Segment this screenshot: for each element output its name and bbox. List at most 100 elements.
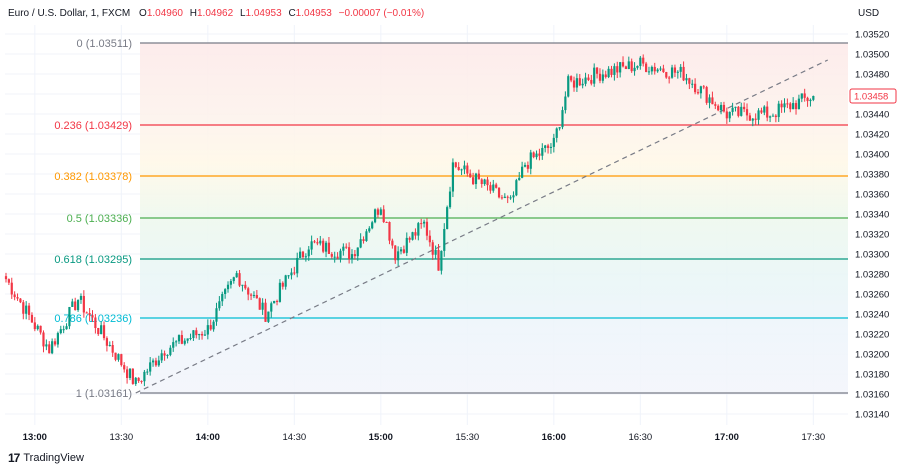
candle-body[interactable]	[120, 354, 123, 366]
candle-body[interactable]	[261, 302, 264, 310]
candle-body[interactable]	[79, 295, 83, 300]
candle-body[interactable]	[126, 369, 129, 378]
candle-body[interactable]	[394, 245, 397, 261]
candle-body[interactable]	[356, 247, 359, 257]
candle-body[interactable]	[48, 344, 51, 354]
candle-body[interactable]	[463, 165, 466, 170]
candle-body[interactable]	[255, 295, 258, 299]
candle-body[interactable]	[206, 325, 209, 335]
candle-body[interactable]	[232, 277, 235, 282]
candle-body[interactable]	[4, 276, 8, 280]
candle-body[interactable]	[696, 92, 700, 94]
candle-body[interactable]	[249, 294, 253, 296]
candle-body[interactable]	[731, 107, 734, 112]
candle-body[interactable]	[238, 273, 241, 286]
candle-body[interactable]	[376, 209, 380, 215]
candle-body[interactable]	[224, 289, 227, 295]
candle-body[interactable]	[226, 284, 230, 290]
candle-body[interactable]	[301, 251, 305, 258]
candle-body[interactable]	[186, 338, 189, 341]
candle-body[interactable]	[691, 83, 694, 85]
candle-body[interactable]	[745, 109, 749, 116]
candle-body[interactable]	[405, 237, 408, 253]
candle-body[interactable]	[137, 377, 140, 381]
candle-body[interactable]	[474, 173, 478, 185]
candle-body[interactable]	[552, 137, 555, 147]
candle-body[interactable]	[192, 330, 195, 338]
candle-body[interactable]	[584, 77, 587, 84]
candle-body[interactable]	[757, 110, 760, 120]
candle-body[interactable]	[149, 362, 152, 372]
candle-body[interactable]	[200, 333, 204, 336]
candle-body[interactable]	[518, 177, 521, 181]
candle-body[interactable]	[497, 187, 501, 198]
candle-body[interactable]	[503, 196, 506, 199]
candle-body[interactable]	[157, 360, 160, 366]
candle-body[interactable]	[538, 153, 541, 156]
candle-body[interactable]	[19, 298, 22, 303]
candle-body[interactable]	[512, 195, 515, 198]
candle-body[interactable]	[128, 368, 132, 378]
candle-body[interactable]	[673, 67, 677, 73]
candle-body[interactable]	[598, 73, 602, 81]
candle-body[interactable]	[705, 87, 708, 103]
candle-body[interactable]	[451, 162, 455, 192]
candle-body[interactable]	[771, 115, 775, 117]
candle-body[interactable]	[293, 272, 296, 274]
candle-body[interactable]	[154, 360, 158, 366]
candle-body[interactable]	[495, 184, 498, 188]
candle-body[interactable]	[22, 302, 25, 314]
candle-body[interactable]	[183, 340, 186, 344]
candle-body[interactable]	[353, 254, 356, 257]
candle-body[interactable]	[789, 103, 792, 110]
candle-body[interactable]	[290, 272, 293, 276]
candle-body[interactable]	[708, 97, 711, 103]
candle-body[interactable]	[313, 241, 316, 243]
candle-body[interactable]	[385, 221, 388, 223]
candle-body[interactable]	[624, 66, 628, 70]
candle-body[interactable]	[688, 78, 691, 84]
candle-body[interactable]	[85, 312, 88, 314]
candle-body[interactable]	[333, 256, 336, 258]
candle-body[interactable]	[766, 106, 769, 118]
candle-body[interactable]	[304, 256, 307, 258]
candle-body[interactable]	[399, 249, 403, 252]
candle-body[interactable]	[177, 335, 181, 342]
candle-body[interactable]	[685, 78, 688, 81]
candle-body[interactable]	[379, 209, 382, 215]
candle-body[interactable]	[722, 104, 726, 112]
candle-body[interactable]	[670, 67, 674, 78]
candle-body[interactable]	[16, 297, 19, 299]
candle-body[interactable]	[734, 106, 737, 108]
candle-body[interactable]	[287, 275, 290, 277]
candle-body[interactable]	[578, 78, 581, 86]
candle-body[interactable]	[806, 97, 809, 102]
candle-body[interactable]	[229, 281, 232, 285]
candle-body[interactable]	[166, 354, 169, 356]
candle-body[interactable]	[397, 251, 400, 261]
candle-body[interactable]	[324, 242, 328, 252]
candle-body[interactable]	[319, 240, 322, 244]
candle-body[interactable]	[797, 98, 801, 110]
candle-body[interactable]	[469, 173, 472, 178]
fib-retracement[interactable]: 0 (1.03511) 0.236 (1.03429) 0.382 (1.03378…	[54, 38, 848, 400]
candle-body[interactable]	[506, 196, 509, 198]
candle-body[interactable]	[751, 118, 754, 121]
candle-body[interactable]	[653, 66, 656, 72]
candle-body[interactable]	[472, 177, 475, 185]
candle-body[interactable]	[650, 66, 653, 72]
candle-body[interactable]	[431, 242, 434, 255]
candle-body[interactable]	[515, 180, 518, 196]
candle-body[interactable]	[100, 325, 103, 335]
candle-body[interactable]	[610, 68, 613, 75]
candle-body[interactable]	[601, 74, 604, 81]
candle-body[interactable]	[627, 61, 630, 70]
candle-body[interactable]	[362, 239, 365, 241]
candle-body[interactable]	[668, 77, 671, 79]
candle-body[interactable]	[123, 365, 126, 370]
candle-body[interactable]	[809, 99, 812, 102]
candle-body[interactable]	[486, 179, 489, 186]
candle-body[interactable]	[633, 67, 636, 72]
candle-body[interactable]	[443, 229, 446, 251]
candle-body[interactable]	[244, 284, 247, 289]
